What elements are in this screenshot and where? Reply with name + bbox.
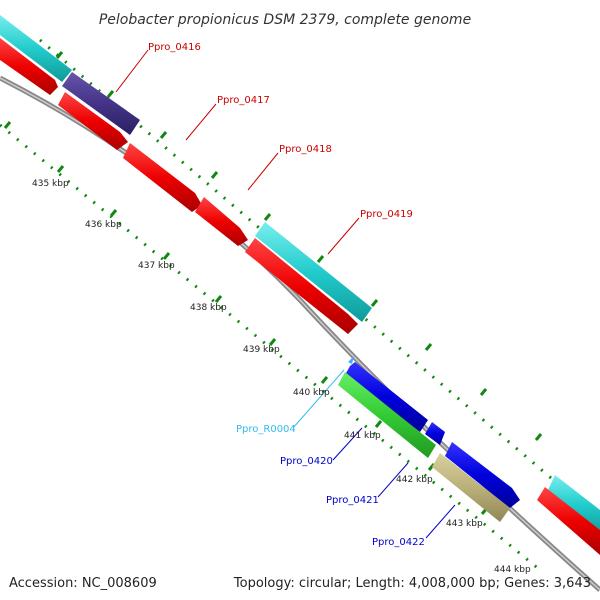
inner-scale-ticks (0, 123, 541, 572)
outer-major-ticks (55, 51, 543, 441)
gene-ppro-0422-khaki (432, 453, 510, 522)
gene-ppro-0419-red (245, 238, 358, 334)
scale-label-443: 443 kbp (446, 519, 483, 529)
gene-ppro-0418 (123, 143, 202, 212)
gene-label-ppro-0416: Ppro_0416 (148, 42, 201, 53)
accession-label: Accession: NC_008609 (9, 576, 157, 591)
gene-ppro-0416-dark (62, 72, 140, 135)
scale-label-444: 444 kbp (494, 565, 531, 575)
label-leader-lines (115, 49, 456, 539)
inner-major-ticks (3, 121, 489, 515)
gene-label-ppro-0418: Ppro_0418 (279, 144, 332, 155)
gene-label-ppro-0422: Ppro_0422 (372, 537, 425, 548)
scale-label-439: 439 kbp (243, 345, 280, 355)
gene-ppro-0417 (58, 92, 128, 150)
map-title: Pelobacter propionicus DSM 2379, complet… (99, 12, 471, 28)
gene-red-right-edge (537, 487, 600, 555)
scale-label-435: 435 kbp (32, 179, 69, 189)
gene-ppro-0421-green (338, 372, 436, 458)
scale-label-437: 437 kbp (138, 261, 175, 271)
scale-label-441: 441 kbp (344, 431, 381, 441)
gene-ppro-0420-blue (345, 362, 428, 432)
scale-label-440: 440 kbp (293, 388, 330, 398)
gene-label-ppro-r0004: Ppro_R0004 (236, 424, 296, 435)
gene-label-ppro-0417: Ppro_0417 (217, 95, 270, 106)
gene-ppro-0418-b (195, 197, 248, 246)
gene-ppro-r0004-rna (348, 356, 354, 364)
gene-label-ppro-0421: Ppro_0421 (326, 495, 379, 506)
scale-label-442: 442 kbp (396, 475, 433, 485)
scale-label-438: 438 kbp (190, 303, 227, 313)
gene-ppro-0420-blue-small (425, 422, 445, 445)
gene-cyan-upper-left (0, 15, 72, 82)
gene-label-ppro-0420: Ppro_0420 (280, 456, 333, 467)
gene-red-upper-left (0, 38, 58, 95)
gene-ppro-0421-blue (445, 442, 520, 508)
gene-label-ppro-0419: Ppro_0419 (360, 209, 413, 220)
scale-label-436: 436 kbp (85, 220, 122, 230)
topology-label: Topology: circular; Length: 4,008,000 bp… (233, 576, 591, 591)
gene-ppro-0419-cyan (255, 222, 372, 322)
